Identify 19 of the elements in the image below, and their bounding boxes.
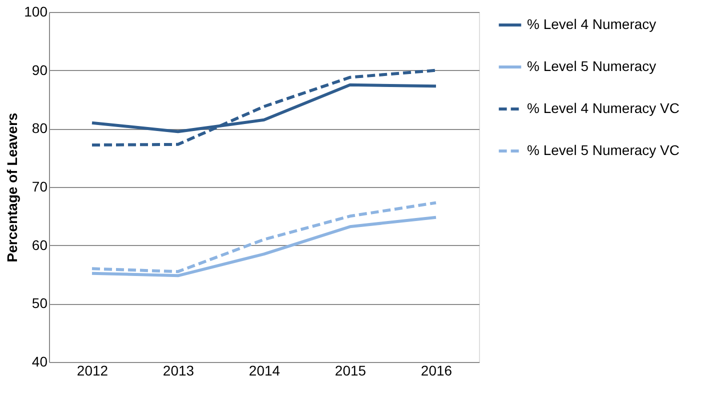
legend-label: % Level 5 Numeracy	[527, 58, 656, 74]
legend-label: % Level 4 Numeracy VC	[527, 100, 680, 116]
legend-label: % Level 5 Numeracy VC	[527, 142, 680, 158]
y-tick-label: 50	[32, 295, 48, 312]
line-series	[90, 68, 438, 146]
x-tick-label: 2015	[334, 362, 366, 378]
line-series	[90, 201, 438, 274]
y-tick-label: 70	[32, 178, 48, 194]
y-tick-label: 60	[32, 236, 48, 253]
legend-label: % Level 4 Numeracy	[527, 16, 656, 32]
y-tick-label: 80	[32, 120, 48, 136]
x-tick-label: 2014	[248, 362, 280, 378]
y-axis-title: Percentage of Leavers	[4, 112, 20, 262]
x-tick-label: 2013	[162, 362, 194, 378]
x-tick-label: 2012	[76, 362, 108, 378]
y-tick-label: 90	[32, 62, 48, 78]
y-tick-label: 40	[32, 354, 48, 370]
x-tick-label: 2016	[420, 362, 452, 378]
y-tick-label: 100	[24, 4, 48, 20]
